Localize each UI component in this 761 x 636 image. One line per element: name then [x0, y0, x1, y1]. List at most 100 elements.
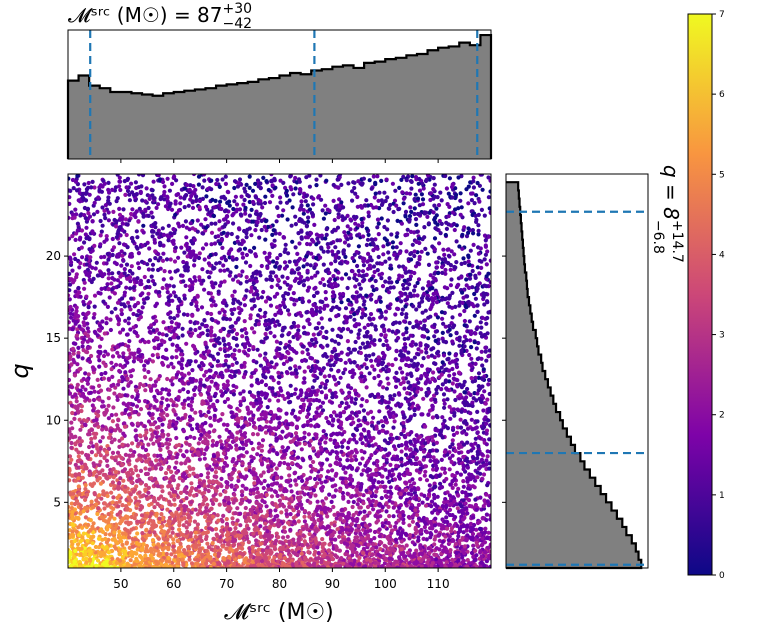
scatter-point [437, 486, 442, 491]
scatter-point [384, 509, 389, 514]
scatter-point [171, 403, 176, 408]
scatter-point [464, 234, 470, 239]
scatter-point [426, 315, 431, 320]
scatter-point [266, 487, 271, 492]
scatter-point [446, 191, 451, 196]
scatter-point [362, 299, 367, 304]
scatter-point [104, 261, 109, 266]
scatter-point [118, 280, 123, 286]
scatter-point [282, 529, 288, 534]
scatter-point [261, 470, 266, 475]
scatter-point [301, 211, 306, 216]
scatter-point [215, 386, 220, 391]
scatter-point [329, 367, 334, 372]
scatter-point [383, 489, 388, 494]
scatter-point [431, 467, 436, 472]
scatter-point [346, 346, 351, 351]
scatter-point [311, 302, 316, 307]
scatter-point [232, 179, 238, 184]
scatter-point [314, 410, 319, 415]
scatter-point [146, 291, 151, 296]
scatter-point [217, 434, 222, 439]
scatter-point [196, 182, 201, 187]
scatter-point [199, 305, 205, 310]
scatter-point [107, 387, 112, 392]
scatter-point [476, 340, 481, 346]
scatter-point [323, 440, 328, 445]
scatter-point [168, 257, 173, 262]
scatter-point [345, 260, 350, 265]
scatter-point [209, 230, 215, 235]
scatter-point [352, 272, 358, 277]
scatter-point [382, 327, 387, 332]
scatter-point [264, 228, 269, 233]
scatter-point [441, 398, 447, 403]
scatter-point [363, 463, 368, 468]
scatter-point [224, 517, 229, 522]
scatter-point [358, 437, 363, 442]
scatter-point [343, 406, 348, 411]
scatter-point [346, 415, 351, 420]
scatter-point [318, 309, 323, 314]
scatter-point [318, 404, 323, 409]
scatter-point [479, 543, 484, 548]
scatter-point [401, 174, 406, 179]
scatter-point [229, 369, 234, 374]
scatter-point [235, 235, 240, 240]
scatter-point [195, 294, 200, 299]
scatter-point [447, 467, 452, 472]
scatter-point [104, 234, 109, 239]
scatter-point [481, 408, 486, 413]
scatter-point [190, 427, 195, 432]
scatter-point [135, 235, 140, 240]
scatter-point [68, 195, 72, 200]
scatter-point [205, 311, 210, 316]
scatter-point [324, 329, 329, 334]
scatter-point [407, 191, 413, 196]
scatter-point [79, 408, 84, 414]
scatter-point [231, 301, 236, 306]
scatter-point [249, 401, 254, 406]
scatter-point [309, 337, 315, 343]
scatter-point [456, 486, 461, 491]
scatter-point [408, 205, 413, 210]
scatter-point [219, 528, 224, 534]
scatter-point [383, 259, 388, 264]
scatter-point [381, 342, 386, 348]
mass-histogram: 𝓜ˢʳᶜ (M☉) = 87+30 −42 [66, 1, 493, 163]
scatter-point [343, 470, 348, 475]
scatter-point [215, 513, 220, 518]
scatter-point [171, 290, 177, 295]
scatter-point [454, 364, 460, 370]
scatter-point [138, 433, 143, 438]
scatter-point [263, 357, 268, 362]
scatter-point [214, 474, 219, 479]
scatter-point [330, 395, 335, 400]
scatter-point [371, 352, 376, 357]
scatter-point [218, 439, 223, 444]
scatter-point [154, 301, 159, 306]
scatter-point [149, 501, 154, 506]
scatter-point [306, 285, 312, 290]
scatter-point [189, 481, 194, 486]
scatter-point [217, 466, 222, 471]
scatter-point [375, 225, 380, 230]
scatter-point [471, 396, 476, 401]
scatter-point [305, 414, 310, 419]
scatter-point [264, 424, 269, 429]
scatter-point [188, 327, 193, 332]
scatter-point [350, 504, 355, 510]
scatter-point [365, 344, 370, 349]
mass-histogram-fill [68, 35, 491, 159]
scatter-point [427, 453, 432, 458]
scatter-point [338, 375, 343, 380]
scatter-point [146, 369, 151, 375]
scatter-point [422, 318, 428, 323]
scatter-point [429, 397, 434, 402]
scatter-point [415, 367, 420, 372]
scatter-point [141, 230, 146, 235]
scatter-point [152, 282, 157, 287]
scatter-point [362, 277, 367, 282]
scatter-point [441, 339, 446, 344]
scatter-point [414, 222, 419, 227]
